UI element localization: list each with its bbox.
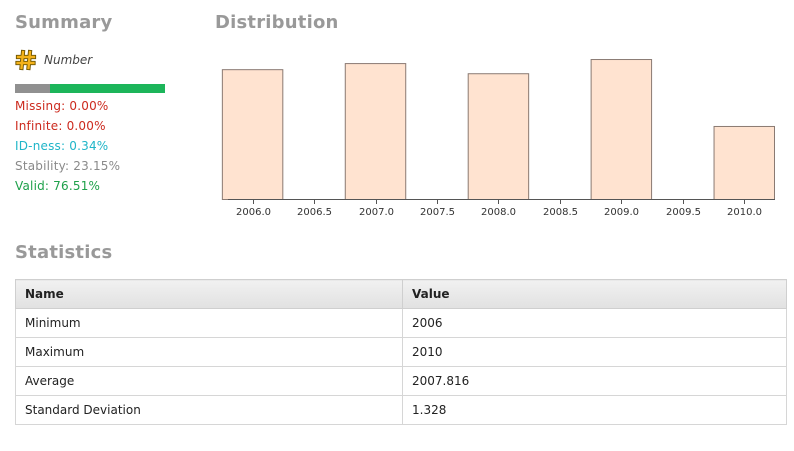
x-tick-label: 2009.5 [666, 207, 701, 218]
valid-stat: Valid: 76.51% [15, 179, 101, 193]
histogram-bar [344, 63, 407, 201]
summary-title: Summary [15, 12, 113, 33]
x-tick-label: 2008.0 [481, 207, 516, 218]
x-tick-label: 2006.5 [297, 207, 332, 218]
quality-bar-valid-segment [50, 84, 165, 93]
histogram-bar [221, 69, 284, 200]
histogram-bar [467, 73, 530, 200]
stat-value-cell: 1.328 [402, 395, 787, 425]
x-tick-label: 2010.0 [727, 207, 762, 218]
column-header-value: Value [402, 279, 787, 309]
table-row: Standard Deviation 1.328 [15, 395, 787, 425]
table-row: Average 2007.816 [15, 366, 787, 396]
stat-value-cell: 2006 [402, 308, 787, 338]
x-tick-label: 2008.5 [543, 207, 578, 218]
statistics-header-row: Name Value [15, 279, 787, 309]
stat-name-cell: Minimum [15, 308, 403, 338]
stat-name-cell: Average [15, 366, 403, 396]
histogram-bar [713, 125, 775, 200]
table-row: Maximum 2010 [15, 337, 787, 367]
histogram-bar [590, 59, 653, 201]
stability-stat: Stability: 23.15% [15, 159, 121, 173]
distribution-title: Distribution [215, 12, 339, 33]
x-tick-label: 2007.5 [420, 207, 455, 218]
stat-value-cell: 2010 [402, 337, 787, 367]
attribute-type: Number [15, 49, 92, 71]
stat-name-cell: Maximum [15, 337, 403, 367]
x-tick-label: 2009.0 [604, 207, 639, 218]
statistics-title: Statistics [15, 242, 113, 263]
stat-value-cell: 2007.816 [402, 366, 787, 396]
id-ness-stat: ID-ness: 0.34% [15, 139, 109, 153]
statistics-table: Name Value Minimum 2006 Maximum 2010 Ave… [15, 279, 787, 425]
attribute-type-label: Number [44, 53, 93, 67]
missing-stat: Missing: 0.00% [15, 99, 109, 113]
stat-name-cell: Standard Deviation [15, 395, 403, 425]
x-tick-label: 2006.0 [236, 207, 271, 218]
table-row: Minimum 2006 [15, 308, 787, 338]
distribution-histogram: 2006.0 2006.5 2007.0 2007.5 2008.0 2008.5 2009… [221, 59, 775, 218]
column-header-name: Name [15, 279, 403, 309]
hash-icon [15, 49, 37, 71]
quality-bar-invalid-segment [15, 84, 51, 93]
x-tick-label: 2007.0 [359, 207, 394, 218]
data-quality-bar [15, 84, 165, 93]
infinite-stat: Infinite: 0.00% [15, 119, 106, 133]
